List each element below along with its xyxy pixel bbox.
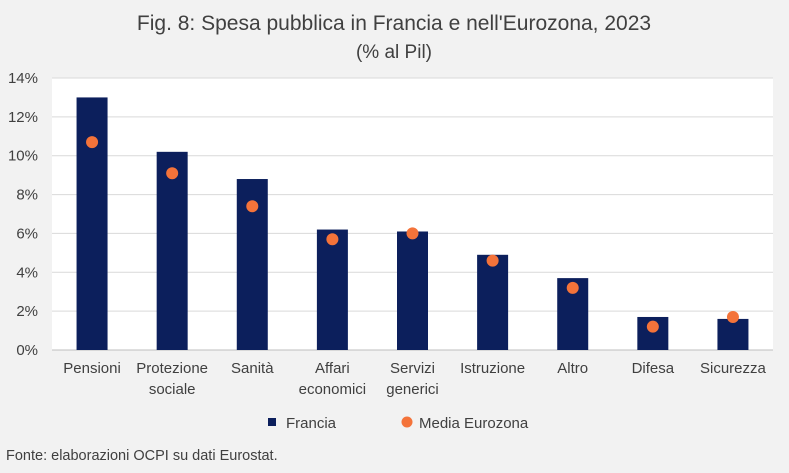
- x-tick-label: Istruzione: [460, 360, 525, 377]
- x-tick-label-line: generici: [386, 381, 439, 398]
- y-tick-label: 10%: [8, 148, 38, 165]
- bar: [397, 231, 428, 350]
- x-tick-label: Servizi generici: [386, 360, 439, 398]
- dot-point: [406, 227, 419, 240]
- x-tick-label-line: Sanità: [231, 360, 274, 377]
- y-tick-label: 6%: [16, 225, 38, 242]
- chart-subtitle: (% al Pil): [356, 42, 432, 63]
- legend-swatch-media-eurozona: [401, 416, 413, 428]
- y-tick-label: 14%: [8, 70, 38, 87]
- dot-point: [486, 254, 499, 267]
- legend-swatch-francia: [268, 418, 276, 426]
- dot-point: [726, 310, 739, 323]
- x-tick-label-line: Altro: [557, 360, 588, 377]
- bar: [717, 318, 749, 350]
- legend-label-media-eurozona: Media Eurozona: [419, 415, 529, 432]
- legend-label-francia: Francia: [286, 415, 337, 432]
- legend: Francia Media Eurozona: [268, 415, 529, 432]
- x-tick-label: Pensioni: [63, 360, 121, 377]
- x-tick-label-line: Protezione: [136, 360, 208, 377]
- x-tick-label: Sanità: [231, 360, 274, 377]
- source-note: Fonte: elaborazioni OCPI su dati Eurosta…: [6, 448, 278, 464]
- x-tick-label-line: sociale: [149, 381, 196, 398]
- dot-point: [86, 136, 99, 149]
- x-tick-label-line: Difesa: [632, 360, 675, 377]
- x-tick-label: Protezione sociale: [136, 360, 208, 398]
- x-tick-label-line: economici: [299, 381, 367, 398]
- y-tick-label: 12%: [8, 109, 38, 126]
- y-tick-label: 4%: [16, 264, 38, 281]
- x-tick-label-line: Affari: [315, 360, 350, 377]
- dot-point: [246, 200, 259, 213]
- chart-title: Fig. 8: Spesa pubblica in Francia e nell…: [137, 12, 651, 35]
- bar: [316, 229, 348, 350]
- x-tick-label: Difesa: [632, 360, 675, 377]
- bar: [156, 151, 188, 350]
- x-tick-label: Sicurezza: [700, 360, 767, 377]
- x-tick-label: Affari economici: [299, 360, 367, 398]
- x-tick-label-line: Istruzione: [460, 360, 525, 377]
- y-tick-label: 2%: [16, 303, 38, 320]
- y-axis-ticks: 0% 2% 4% 6% 8% 10% 12% 14%: [8, 70, 38, 359]
- bar: [76, 97, 108, 350]
- dot-series: [86, 136, 739, 333]
- dot-point: [166, 167, 179, 180]
- dot-point: [646, 320, 659, 333]
- bar: [477, 254, 509, 350]
- x-tick-label-line: Sicurezza: [700, 360, 767, 377]
- y-tick-label: 0%: [16, 342, 38, 359]
- x-tick-label: Altro: [557, 360, 588, 377]
- x-axis-labels: Pensioni Protezione sociale Sanità Affari eco…: [63, 360, 766, 398]
- x-tick-label-line: Servizi: [390, 360, 435, 377]
- dot-point: [566, 281, 579, 294]
- x-tick-label-line: Pensioni: [63, 360, 121, 377]
- bar-series: [76, 97, 749, 350]
- y-tick-label: 8%: [16, 187, 38, 204]
- dot-point: [326, 233, 339, 246]
